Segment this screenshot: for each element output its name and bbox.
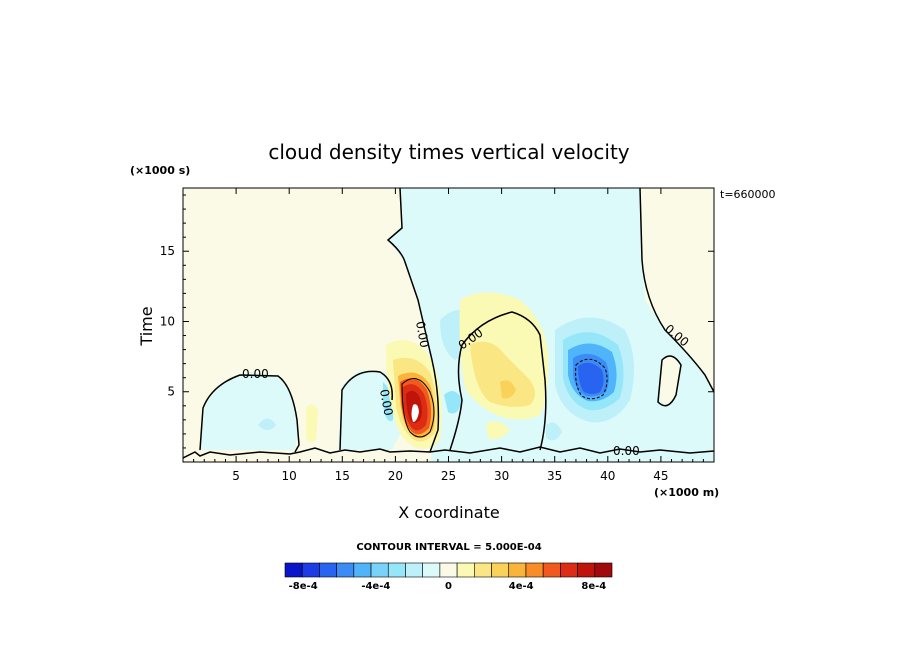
- colorbar-swatch: [560, 562, 578, 578]
- zero-contour-left: [199, 374, 300, 453]
- x-tick-label: 25: [441, 469, 456, 483]
- positive-contours: [401, 378, 435, 438]
- y-axis-label: Time: [137, 306, 156, 346]
- x-tick-label: 45: [653, 469, 668, 483]
- colorbar-tick-label: 8e-4: [581, 581, 606, 592]
- x-tick-label: 5: [232, 469, 240, 483]
- colorbar-tick-label: 0: [445, 581, 452, 592]
- colorbar-tick-label: -4e-4: [361, 581, 390, 592]
- colorbar: [284, 562, 613, 578]
- right-island-fill: [660, 356, 680, 404]
- colorbar-swatch: [491, 562, 510, 578]
- negative-contours: [575, 358, 608, 400]
- positive-contour-updraft: [401, 378, 435, 438]
- y-tick-label: 5: [167, 385, 175, 399]
- zero-contour-baseline: [183, 446, 714, 459]
- x-unit-label: (×1000 m): [654, 486, 719, 499]
- colorbar-swatch: [405, 562, 423, 578]
- zero-contours: [183, 188, 714, 459]
- zero-contour-far-right: [639, 188, 714, 393]
- colorbar-swatch: [508, 562, 527, 578]
- y-tick-label: 10: [160, 314, 175, 328]
- negative-blob-25-inner: [444, 391, 462, 414]
- negative-blob-38-core: [578, 362, 604, 394]
- small-yellow-blob-2: [486, 421, 510, 439]
- x-tick-label: 35: [547, 469, 562, 483]
- colorbar-swatch: [525, 562, 544, 578]
- x-tick-label: 30: [494, 469, 509, 483]
- dashed-contour-38: [575, 358, 608, 400]
- colorbar-swatch: [387, 562, 406, 578]
- x-tick-label: 20: [388, 469, 403, 483]
- colorbar-swatch: [353, 562, 372, 578]
- colorbar-swatch: [284, 562, 303, 578]
- contour-label-bottom: 0.00: [613, 444, 640, 458]
- colorbar-swatch: [594, 562, 613, 578]
- colorbar-swatch: [456, 562, 475, 578]
- zero-contour-right-lobe: [449, 311, 547, 451]
- small-cyan-blob: [546, 422, 562, 441]
- small-yellow-blob-1: [306, 404, 318, 443]
- x-axis-ticks: 5 10 15 20 25 30 35 40 45: [193, 188, 704, 483]
- colorbar-swatch: [577, 562, 596, 578]
- x-tick-label: 40: [600, 469, 615, 483]
- positive-blob-30-inner: [470, 341, 535, 407]
- time-corner-label: t=660000: [720, 188, 776, 201]
- chart-title: cloud density times vertical velocity: [268, 140, 629, 164]
- y-unit-label: (×1000 s): [130, 164, 190, 177]
- colorbar-swatch: [301, 562, 320, 578]
- plot-area: 0.00 0.00 0.00 0.00 0.00 0.00: [183, 188, 714, 462]
- colorbar-swatch: [474, 562, 492, 578]
- positive-blob-30-core: [500, 380, 516, 399]
- colorbar-tick-labels: -8e-4 -4e-4 0 4e-4 8e-4: [289, 581, 607, 592]
- zero-contour-updraft-left: [339, 370, 393, 451]
- zero-contour-center: [386, 188, 440, 453]
- contour-label-updraft: 0.00: [377, 388, 395, 417]
- x-tick-label: 15: [335, 469, 350, 483]
- y-axis-ticks: 5 10 15: [160, 194, 714, 449]
- colorbar-tick-label: -8e-4: [289, 581, 318, 592]
- x-tick-label: 10: [282, 469, 297, 483]
- colorbar-swatch: [422, 562, 441, 578]
- contour-label-center: 0.00: [413, 320, 431, 349]
- left-cloud-shade: [258, 418, 276, 430]
- colorbar-swatch: [370, 562, 389, 578]
- updraft-cyan-shade: [383, 382, 394, 421]
- colorbar-swatch: [439, 562, 458, 578]
- updraft-white-core: [411, 404, 419, 422]
- colorbar-swatch: [336, 562, 355, 578]
- zero-contour-island: [657, 355, 682, 407]
- y-tick-label: 15: [160, 244, 175, 258]
- left-cloud-fill: [200, 372, 298, 450]
- colorbar-tick-label: 4e-4: [509, 581, 534, 592]
- colorbar-swatch: [542, 562, 561, 578]
- colorbar-swatch: [319, 562, 337, 578]
- contour-interval-text: CONTOUR INTERVAL = 5.000E-04: [356, 542, 541, 553]
- contour-label-left: 0.00: [242, 367, 269, 381]
- x-axis-label: X coordinate: [398, 503, 499, 522]
